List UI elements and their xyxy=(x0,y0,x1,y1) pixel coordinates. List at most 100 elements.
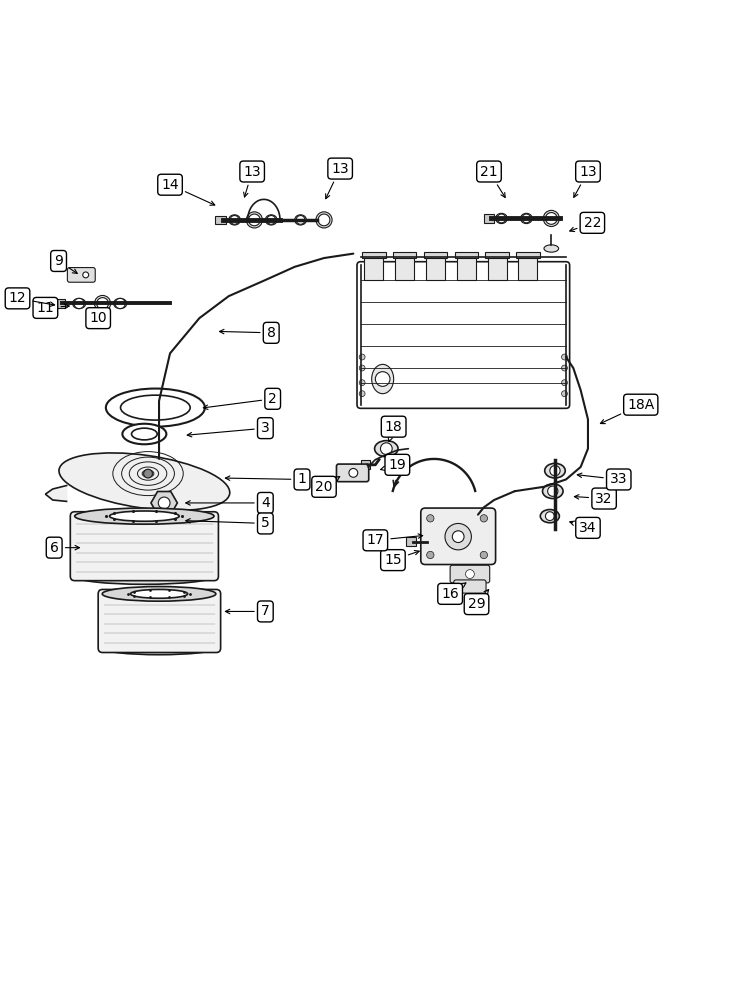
Text: 2: 2 xyxy=(203,392,277,409)
Circle shape xyxy=(375,372,390,386)
Text: 13: 13 xyxy=(325,162,349,199)
Bar xyxy=(485,252,509,258)
Ellipse shape xyxy=(375,441,398,457)
Ellipse shape xyxy=(544,245,559,252)
Text: 34: 34 xyxy=(570,521,597,535)
Ellipse shape xyxy=(543,210,559,227)
Text: 5: 5 xyxy=(185,516,269,530)
Ellipse shape xyxy=(75,508,214,524)
Circle shape xyxy=(359,380,365,386)
Ellipse shape xyxy=(266,215,277,225)
Text: 16: 16 xyxy=(442,583,466,601)
Bar xyxy=(424,252,447,258)
FancyBboxPatch shape xyxy=(450,565,489,583)
Ellipse shape xyxy=(75,568,214,584)
FancyBboxPatch shape xyxy=(68,268,95,282)
Circle shape xyxy=(453,531,464,543)
Text: 10: 10 xyxy=(89,311,107,325)
Text: 9: 9 xyxy=(54,254,77,273)
Ellipse shape xyxy=(102,587,216,601)
Ellipse shape xyxy=(229,215,241,225)
Circle shape xyxy=(349,468,358,477)
Ellipse shape xyxy=(157,521,171,526)
Text: 32: 32 xyxy=(574,492,613,506)
Circle shape xyxy=(230,216,239,224)
Circle shape xyxy=(359,354,365,360)
Bar xyxy=(426,257,445,280)
Circle shape xyxy=(144,469,152,478)
Text: 20: 20 xyxy=(315,477,340,494)
FancyBboxPatch shape xyxy=(357,262,570,408)
Bar xyxy=(406,537,416,546)
Circle shape xyxy=(318,214,330,226)
FancyBboxPatch shape xyxy=(98,589,221,653)
Text: 13: 13 xyxy=(244,165,261,197)
Text: 4: 4 xyxy=(185,496,269,510)
Text: 22: 22 xyxy=(570,216,601,232)
Circle shape xyxy=(96,298,108,309)
Ellipse shape xyxy=(316,212,332,228)
Text: 19: 19 xyxy=(381,458,406,472)
Ellipse shape xyxy=(542,484,563,499)
Text: 13: 13 xyxy=(574,165,597,197)
Circle shape xyxy=(480,515,487,522)
Ellipse shape xyxy=(545,463,565,478)
Text: 18A: 18A xyxy=(601,398,654,424)
Circle shape xyxy=(445,523,471,550)
Bar xyxy=(457,257,475,280)
Circle shape xyxy=(296,216,305,224)
Circle shape xyxy=(427,551,434,559)
Circle shape xyxy=(115,298,125,309)
Text: 15: 15 xyxy=(384,550,420,567)
Circle shape xyxy=(497,214,506,223)
Circle shape xyxy=(548,486,558,496)
Bar xyxy=(56,299,66,308)
Ellipse shape xyxy=(294,215,306,225)
Circle shape xyxy=(545,213,557,224)
Circle shape xyxy=(82,272,88,278)
Ellipse shape xyxy=(94,295,110,312)
Ellipse shape xyxy=(247,212,263,228)
Circle shape xyxy=(359,365,365,371)
FancyBboxPatch shape xyxy=(71,512,219,581)
Circle shape xyxy=(562,354,567,360)
Circle shape xyxy=(158,497,170,509)
Text: 7: 7 xyxy=(225,604,269,618)
Polygon shape xyxy=(46,485,68,501)
Text: 12: 12 xyxy=(9,291,54,306)
Ellipse shape xyxy=(110,511,179,521)
Text: 6: 6 xyxy=(50,541,79,555)
FancyBboxPatch shape xyxy=(336,464,369,482)
Circle shape xyxy=(465,570,474,578)
Ellipse shape xyxy=(113,298,127,309)
Circle shape xyxy=(427,515,434,522)
FancyBboxPatch shape xyxy=(421,508,495,565)
Bar xyxy=(518,257,537,280)
Text: 3: 3 xyxy=(187,421,269,437)
Text: 8: 8 xyxy=(219,326,276,340)
Circle shape xyxy=(550,466,560,476)
Circle shape xyxy=(249,214,261,226)
Bar xyxy=(484,214,494,223)
Ellipse shape xyxy=(130,589,188,598)
Circle shape xyxy=(562,365,567,371)
Ellipse shape xyxy=(73,298,85,309)
Ellipse shape xyxy=(495,213,507,224)
Bar xyxy=(393,252,417,258)
Text: 14: 14 xyxy=(161,178,215,205)
Bar xyxy=(362,252,386,258)
Bar xyxy=(455,252,478,258)
Ellipse shape xyxy=(106,389,205,427)
Text: 33: 33 xyxy=(577,472,628,486)
Ellipse shape xyxy=(157,514,171,519)
Circle shape xyxy=(359,391,365,397)
Ellipse shape xyxy=(102,642,216,655)
Bar xyxy=(364,257,383,280)
Circle shape xyxy=(74,298,84,309)
Bar xyxy=(395,257,414,280)
Ellipse shape xyxy=(59,453,230,510)
Circle shape xyxy=(381,443,392,455)
Ellipse shape xyxy=(372,364,394,394)
Bar xyxy=(487,257,506,280)
Circle shape xyxy=(545,512,554,521)
